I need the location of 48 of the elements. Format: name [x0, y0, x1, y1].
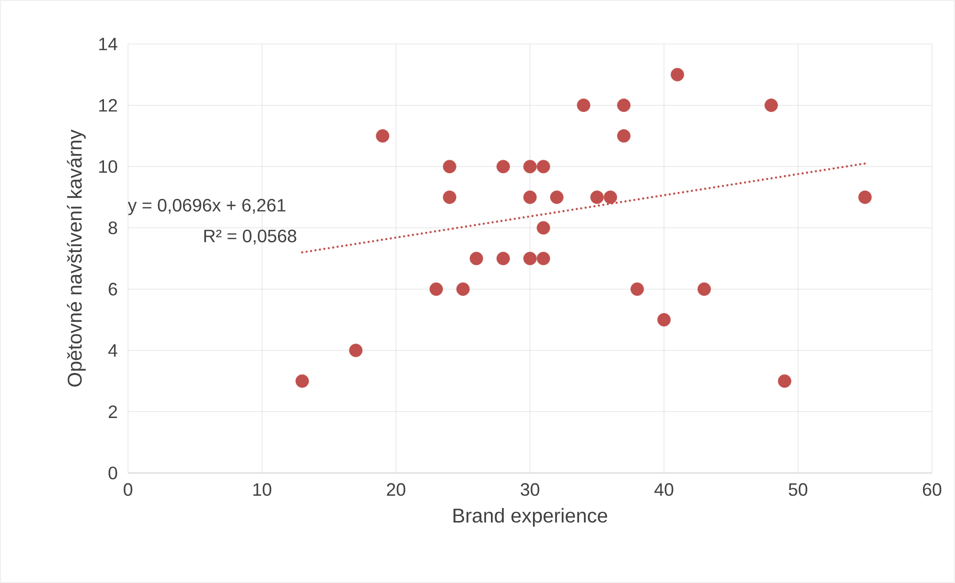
- y-tick-label: 8: [108, 221, 118, 234]
- point: [523, 252, 537, 266]
- y-tick-label: 6: [108, 282, 118, 296]
- point: [496, 252, 510, 266]
- point: [442, 160, 456, 174]
- point: [550, 190, 564, 204]
- x-tick-label: 0: [124, 483, 132, 496]
- point: [617, 98, 631, 112]
- point: [456, 282, 470, 296]
- y-tick-label: 4: [108, 344, 118, 357]
- x-tick-label: 20: [386, 483, 406, 496]
- y-tick-label: 2: [108, 405, 117, 418]
- x-tick-label: 30: [520, 483, 540, 496]
- point: [657, 313, 671, 326]
- x-tick-label: 50: [788, 483, 808, 496]
- x-axis-title: Brand experience: [454, 508, 608, 527]
- point: [536, 252, 550, 266]
- point: [536, 160, 550, 174]
- point: [778, 374, 792, 388]
- y-tick-label: 10: [99, 160, 118, 173]
- point: [536, 221, 550, 235]
- point: [858, 190, 872, 204]
- point: [470, 252, 484, 266]
- annotation: y = 0,0696x + 6,261: [128, 198, 286, 216]
- point: [349, 344, 362, 358]
- y-tick-label: 0: [108, 466, 118, 480]
- point: [296, 374, 309, 388]
- y-tick-label: 12: [99, 99, 117, 112]
- x-tick-label: 40: [654, 483, 674, 496]
- y-tick-label: 14: [99, 38, 118, 50]
- point: [670, 68, 684, 82]
- x-tick-label: 10: [253, 483, 272, 496]
- point: [604, 190, 618, 204]
- point: [617, 129, 631, 143]
- point: [430, 282, 443, 296]
- point: [576, 98, 590, 112]
- point: [523, 160, 537, 174]
- point: [523, 190, 537, 204]
- point: [442, 190, 456, 204]
- point: [698, 282, 711, 296]
- point: [496, 160, 510, 174]
- x-tick-label: 60: [922, 483, 942, 496]
- point: [590, 190, 604, 204]
- y-axis-title: Opětovné navštívení kavárny: [66, 130, 86, 387]
- annotation: R² = 0,0568: [204, 230, 296, 244]
- point: [764, 98, 778, 112]
- point: [376, 129, 390, 143]
- point: [630, 282, 644, 296]
